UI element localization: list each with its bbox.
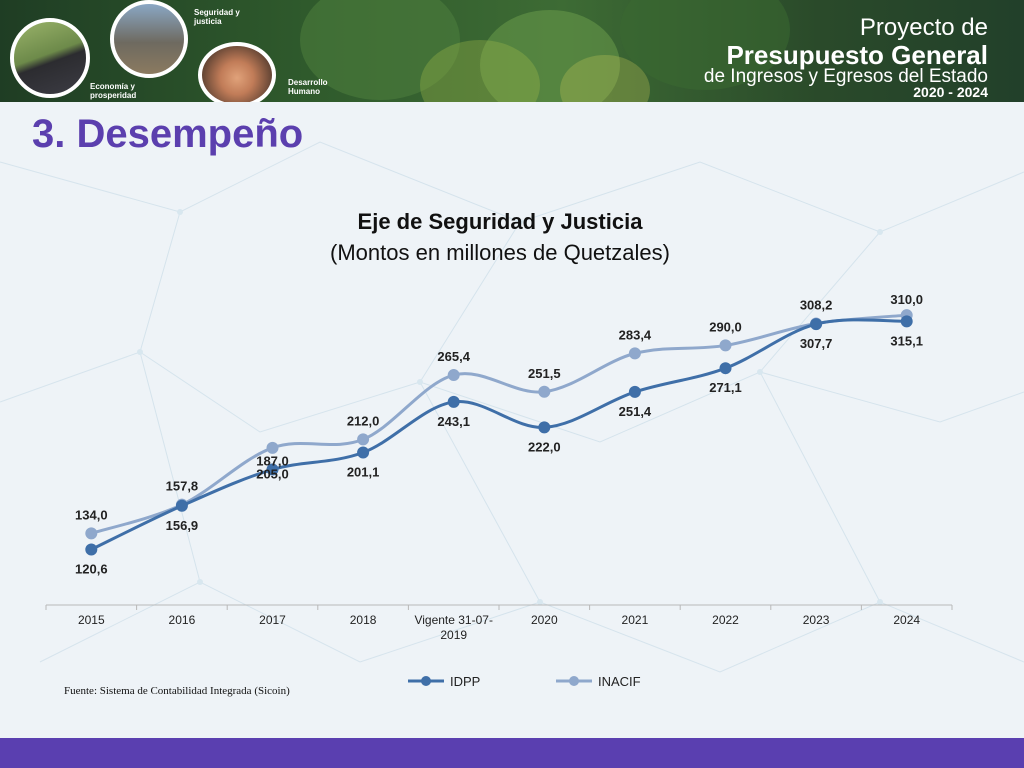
data-label-inacif: 212,0: [347, 413, 380, 428]
caption-economia: Economía y prosperidad: [90, 82, 137, 100]
data-label-inacif: 308,2: [800, 297, 833, 312]
x-tick-label: 2024: [893, 613, 920, 627]
x-tick-label: Vigente 31-07-2019: [414, 613, 493, 642]
series-line-idpp: [90, 318, 907, 551]
header-banner: Seguridad y justicia Economía y prosperi…: [0, 0, 1024, 102]
x-tick-label: 2020: [531, 613, 558, 627]
legend-label-idpp: IDPP: [450, 674, 480, 689]
legend-label-inacif: INACIF: [598, 674, 641, 689]
data-label-idpp: 307,7: [800, 336, 833, 351]
data-label-idpp: 187,0: [256, 454, 289, 469]
data-point-idpp: [266, 463, 279, 476]
data-point-inacif: [85, 527, 98, 540]
data-point-inacif: [628, 347, 641, 360]
data-point-idpp: [900, 315, 913, 328]
child-photo: [198, 42, 276, 102]
x-tick-label: 2016: [169, 613, 196, 627]
chart-subtitle: (Montos en millones de Quetzales): [330, 240, 670, 265]
series-line-inacif: [90, 313, 907, 535]
data-label-inacif: 265,4: [437, 349, 470, 364]
data-point-inacif: [447, 369, 460, 382]
data-label-idpp: 310,0: [890, 292, 923, 307]
data-label-idpp: 251,4: [619, 404, 652, 419]
data-label-idpp: 222,0: [528, 439, 561, 454]
data-point-idpp: [538, 421, 551, 434]
data-point-inacif: [538, 385, 551, 398]
data-label-inacif: 290,0: [709, 319, 742, 334]
data-point-idpp: [719, 362, 732, 375]
data-label-idpp: 156,9: [166, 518, 199, 533]
chart-title: Eje de Seguridad y Justicia: [357, 209, 643, 234]
source-note: Fuente: Sistema de Contabilidad Integrad…: [64, 685, 290, 697]
x-tick-label: 2017: [259, 613, 286, 627]
data-label-inacif: 251,5: [528, 366, 561, 381]
data-point-inacif: [719, 339, 732, 352]
x-tick-label: 2022: [712, 613, 739, 627]
legend-marker-inacif: [569, 676, 579, 686]
data-label-inacif: 134,0: [75, 507, 108, 522]
banner-title-4: 2020 - 2024: [913, 84, 988, 100]
x-tick-label: 2015: [78, 613, 105, 627]
data-label-idpp: 271,1: [709, 380, 742, 395]
road-photo: [10, 18, 90, 98]
banner-title-1: Proyecto de: [859, 14, 988, 41]
x-tick-label: 2018: [350, 613, 377, 627]
data-point-idpp: [175, 499, 188, 512]
data-point-idpp: [628, 385, 641, 398]
justice-photo: [110, 0, 188, 78]
page-title: 3. Desempeño: [32, 112, 304, 156]
banner-title-3: de Ingresos y Egresos del Estado: [703, 66, 988, 87]
data-point-inacif: [266, 441, 279, 454]
banner-title-2: Presupuesto General: [726, 40, 988, 70]
data-point-inacif: [357, 433, 370, 446]
legend-marker-idpp: [421, 676, 431, 686]
data-point-idpp: [810, 318, 823, 331]
data-label-inacif: 205,0: [256, 467, 289, 482]
caption-seguridad: Seguridad y justicia: [194, 8, 240, 26]
footer-bar: [0, 738, 1024, 768]
data-point-idpp: [357, 446, 370, 459]
data-label-inacif: 315,1: [890, 333, 923, 348]
x-tick-label: 2021: [622, 613, 649, 627]
data-label-inacif: 283,4: [619, 327, 652, 342]
data-label-idpp: 201,1: [347, 465, 380, 480]
caption-desarrollo: Desarrollo Humano: [288, 78, 328, 96]
data-label-inacif: 157,8: [166, 479, 199, 494]
data-label-idpp: 120,6: [75, 562, 108, 577]
data-point-idpp: [85, 543, 98, 556]
data-label-idpp: 243,1: [437, 414, 470, 429]
x-tick-label: 2023: [803, 613, 830, 627]
data-point-idpp: [447, 395, 460, 408]
